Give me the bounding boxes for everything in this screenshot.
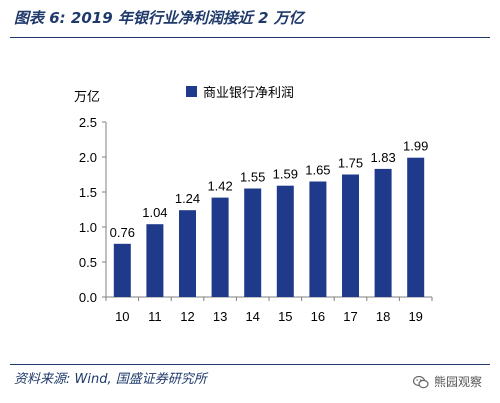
bar bbox=[309, 181, 327, 297]
x-tick-label: 12 bbox=[180, 309, 194, 324]
x-tick-label: 18 bbox=[376, 309, 390, 324]
y-tick-label: 1.5 bbox=[79, 185, 97, 200]
bar-data-label: 1.42 bbox=[207, 179, 232, 194]
figure-title: 图表 6: 2019 年银行业净利润接近 2 万亿 bbox=[14, 9, 304, 27]
y-tick-label: 2.0 bbox=[79, 150, 97, 165]
bar-data-label: 1.75 bbox=[338, 156, 363, 171]
bar bbox=[374, 168, 392, 297]
bar-data-label: 1.65 bbox=[305, 163, 330, 178]
y-tick-label: 0.5 bbox=[79, 255, 97, 270]
wechat-icon bbox=[412, 375, 429, 388]
x-tick-label: 16 bbox=[311, 309, 325, 324]
legend-swatch bbox=[186, 86, 197, 97]
x-tick-label: 15 bbox=[278, 309, 292, 324]
bar-data-label: 1.83 bbox=[370, 150, 395, 165]
bar-data-label: 1.99 bbox=[403, 139, 428, 154]
bar-data-label: 1.59 bbox=[273, 167, 298, 182]
y-tick-label: 1.0 bbox=[79, 220, 97, 235]
y-tick-label: 2.5 bbox=[79, 115, 97, 130]
bar bbox=[211, 197, 229, 297]
bar bbox=[146, 224, 164, 297]
bar bbox=[407, 157, 425, 297]
watermark: 熊园观察 bbox=[412, 373, 482, 390]
x-tick-label: 19 bbox=[408, 309, 422, 324]
y-unit-label: 万亿 bbox=[74, 90, 100, 105]
bar-data-label: 0.76 bbox=[110, 225, 135, 240]
x-tick-label: 10 bbox=[115, 309, 129, 324]
x-tick-label: 13 bbox=[213, 309, 227, 324]
x-tick-label: 11 bbox=[148, 309, 162, 324]
source-note: 资料来源: Wind, 国盛证券研究所 bbox=[14, 372, 207, 387]
x-tick-label: 14 bbox=[245, 309, 259, 324]
bar-data-label: 1.04 bbox=[142, 205, 167, 220]
bar-data-label: 1.24 bbox=[175, 191, 200, 206]
title-rule bbox=[10, 37, 490, 38]
bar-data-label: 1.55 bbox=[240, 170, 265, 185]
bar bbox=[342, 174, 359, 297]
watermark-text: 熊园观察 bbox=[433, 375, 482, 389]
bar bbox=[276, 185, 294, 297]
legend-label: 商业银行净利润 bbox=[203, 86, 294, 101]
y-tick-label: 0.0 bbox=[79, 290, 97, 305]
bar bbox=[244, 188, 262, 297]
bar bbox=[179, 210, 196, 297]
footer-rule bbox=[10, 364, 490, 365]
bar bbox=[113, 243, 131, 297]
x-tick-label: 17 bbox=[343, 309, 357, 324]
